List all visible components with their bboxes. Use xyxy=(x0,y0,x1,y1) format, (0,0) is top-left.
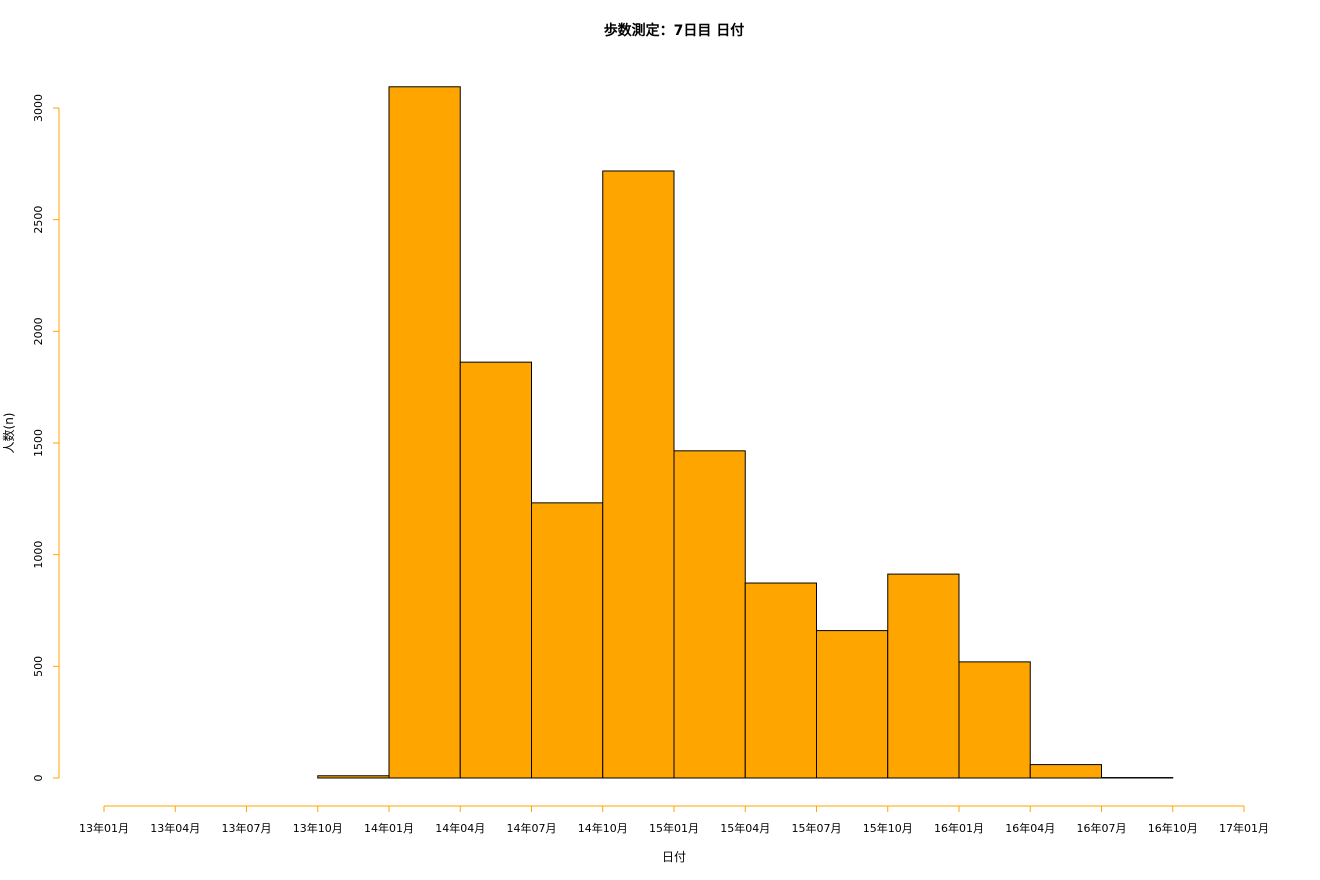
histogram-bar xyxy=(1029,764,1102,779)
x-tick-label: 13年04月 xyxy=(150,821,200,835)
chart-title: 歩数測定：7日目 日付 xyxy=(604,22,745,39)
histogram-bar xyxy=(602,170,675,779)
y-axis: 0 500 1000 1500 2000 2500 3000 xyxy=(32,94,60,782)
x-tick-label: 14年01月 xyxy=(364,821,414,835)
y-tick-label: 500 xyxy=(32,656,45,677)
y-tick-label: 0 xyxy=(32,775,45,782)
x-tick-label: 15年04月 xyxy=(720,821,770,835)
y-tick-label: 3000 xyxy=(32,94,45,122)
x-tick-label: 16年01月 xyxy=(934,821,984,835)
x-tick-label: 14年07月 xyxy=(507,821,557,835)
x-tick-label: 13年10月 xyxy=(293,821,343,835)
x-tick-label: 15年07月 xyxy=(792,821,842,835)
x-tick-label: 16年04月 xyxy=(1005,821,1055,835)
x-axis: 13年01月 13年04月 13年07月 13年10月 14年01月 14年04月 14年0… xyxy=(79,805,1269,835)
x-tick-label: 14年10月 xyxy=(578,821,628,835)
x-tick-label: 17年01月 xyxy=(1219,821,1269,835)
y-tick-label: 2000 xyxy=(32,317,45,345)
x-tick-label: 15年10月 xyxy=(863,821,913,835)
histogram-bar xyxy=(531,502,604,779)
histogram-bar xyxy=(459,361,532,779)
y-tick-label: 2500 xyxy=(32,206,45,234)
x-tick-label: 16年10月 xyxy=(1148,821,1198,835)
histogram-bar xyxy=(958,661,1031,779)
histogram-bar xyxy=(887,573,960,779)
histogram-bar xyxy=(673,450,746,779)
histogram-bar xyxy=(744,582,817,779)
bars-group xyxy=(317,86,1174,779)
histogram-bar xyxy=(816,630,889,779)
x-axis-label: 日付 xyxy=(662,850,686,864)
histogram-bar xyxy=(388,86,461,779)
y-tick-label: 1000 xyxy=(32,541,45,569)
x-tick-label: 13年01月 xyxy=(79,821,129,835)
x-tick-label: 14年04月 xyxy=(435,821,485,835)
x-tick-label: 13年07月 xyxy=(222,821,272,835)
y-tick-label: 1500 xyxy=(32,429,45,457)
histogram-bar xyxy=(317,775,390,779)
x-tick-label: 15年01月 xyxy=(649,821,699,835)
x-tick-label: 16年07月 xyxy=(1077,821,1127,835)
y-axis-label: 人数(n) xyxy=(1,413,16,454)
